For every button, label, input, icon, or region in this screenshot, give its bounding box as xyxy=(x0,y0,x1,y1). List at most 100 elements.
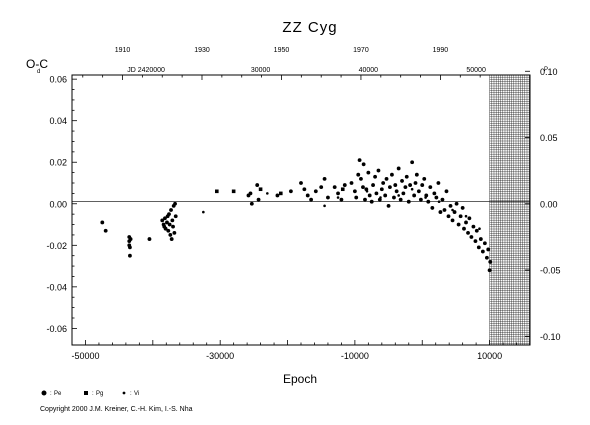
point-pe-78 xyxy=(401,191,406,196)
point-pe-119 xyxy=(478,237,483,241)
point-vi-11 xyxy=(464,214,468,218)
point-pe-88 xyxy=(418,197,423,202)
point-pe-14 xyxy=(165,220,169,225)
point-pe-68 xyxy=(384,176,389,181)
point-pe-27 xyxy=(173,214,178,219)
right-tick-label-1: 0.05 xyxy=(540,133,558,143)
legend-label-vi: Vi xyxy=(134,391,139,397)
y-tick-label-2: 0.02 xyxy=(49,158,67,168)
y-tick-label-3: 0.00 xyxy=(49,199,67,209)
point-pe-69 xyxy=(386,203,391,208)
point-vi-8 xyxy=(424,196,427,199)
right-axis-unit: P xyxy=(544,67,548,73)
point-pe-44 xyxy=(336,191,340,196)
point-pe-115 xyxy=(471,224,476,229)
point-pe-58 xyxy=(367,193,372,198)
point-pe-49 xyxy=(354,195,359,200)
y-tick-label-5: -0.04 xyxy=(46,282,67,292)
point-pe-67 xyxy=(383,193,388,198)
point-pg-0 xyxy=(215,189,219,194)
point-pe-50 xyxy=(356,172,361,177)
point-pe-30 xyxy=(249,201,254,206)
point-pe-22 xyxy=(170,218,175,223)
point-vi-3 xyxy=(336,196,340,199)
point-pe-47 xyxy=(349,181,354,185)
jd-label-2: 40000 xyxy=(359,67,379,74)
point-pe-53 xyxy=(361,185,365,190)
y-tick-label-0: 0.06 xyxy=(49,75,67,85)
point-pe-51 xyxy=(357,158,362,163)
point-pe-116 xyxy=(473,239,478,244)
point-pe-36 xyxy=(302,187,307,192)
point-pe-70 xyxy=(388,185,392,190)
copyright-notice: Copyright 2000 J.M. Kreiner, C.-H. Kim, … xyxy=(40,406,193,413)
point-pe-118 xyxy=(476,245,481,250)
jd-label-1: 30000 xyxy=(251,67,271,74)
point-pe-39 xyxy=(313,189,318,194)
point-pe-65 xyxy=(379,187,384,192)
legend-label-pg: Pg xyxy=(96,391,103,397)
point-pe-1 xyxy=(103,228,108,233)
point-pe-94 xyxy=(430,206,435,210)
legend: : Pe : Pg : Vi xyxy=(41,390,139,397)
point-pe-113 xyxy=(467,216,472,221)
right-tick-label-2: 0.00 xyxy=(540,199,558,209)
legend-label-pe: Pe xyxy=(54,391,62,397)
point-pe-75 xyxy=(396,166,401,171)
point-pe-20 xyxy=(169,208,173,212)
point-pe-73 xyxy=(393,183,398,187)
point-pe-80 xyxy=(404,174,409,179)
point-pe-107 xyxy=(456,222,461,227)
point-pe-82 xyxy=(408,183,413,187)
point-pe-87 xyxy=(416,189,421,194)
point-vi-12 xyxy=(478,227,481,230)
point-pe-100 xyxy=(442,208,447,212)
year-label-1910: 1910 xyxy=(115,47,131,54)
point-pe-84 xyxy=(412,193,417,198)
point-pg-1 xyxy=(231,189,236,194)
point-pe-96 xyxy=(434,195,439,200)
legend-colon-pg: : xyxy=(92,391,94,397)
point-pg-2 xyxy=(258,187,263,192)
point-pe-74 xyxy=(394,189,399,194)
point-pe-16 xyxy=(166,228,171,233)
point-vi-4 xyxy=(365,190,369,193)
future-epoch-hatched-region xyxy=(489,74,530,345)
point-pe-85 xyxy=(413,181,418,185)
point-pe-106 xyxy=(454,201,459,206)
point-pe-93 xyxy=(428,185,433,190)
x-axis-title: Epoch xyxy=(283,372,317,386)
point-pe-45 xyxy=(339,197,344,202)
point-pe-117 xyxy=(474,228,479,233)
legend-marker-pe xyxy=(41,390,47,396)
point-pe-23 xyxy=(171,224,175,229)
point-pe-17 xyxy=(167,212,171,217)
point-pe-77 xyxy=(400,179,404,183)
point-pg-4 xyxy=(340,187,345,192)
point-pe-72 xyxy=(392,195,396,200)
year-label-1970: 1970 xyxy=(353,47,369,54)
point-pe-111 xyxy=(464,220,468,225)
point-pe-52 xyxy=(359,176,363,181)
point-pe-19 xyxy=(168,233,173,237)
point-pe-0 xyxy=(100,220,105,225)
point-pe-38 xyxy=(309,197,314,202)
point-pe-123 xyxy=(486,247,491,252)
point-pe-120 xyxy=(480,249,485,254)
point-pe-18 xyxy=(167,222,172,227)
point-pe-29 xyxy=(248,191,253,196)
point-vi-10 xyxy=(451,208,454,212)
point-pe-48 xyxy=(352,189,357,194)
chart-title: ZZ Cyg xyxy=(282,19,337,36)
point-pe-63 xyxy=(376,168,381,173)
point-pe-76 xyxy=(398,197,403,202)
point-pe-79 xyxy=(403,185,408,190)
year-label-1930: 1930 xyxy=(194,47,210,54)
x-tick-label-0: -50000 xyxy=(71,351,99,361)
legend-marker-vi xyxy=(122,391,126,395)
point-pe-110 xyxy=(462,226,466,231)
point-pe-60 xyxy=(371,183,375,187)
point-vi-0 xyxy=(202,210,205,214)
point-pe-7 xyxy=(128,237,133,241)
point-vi-6 xyxy=(397,194,400,197)
